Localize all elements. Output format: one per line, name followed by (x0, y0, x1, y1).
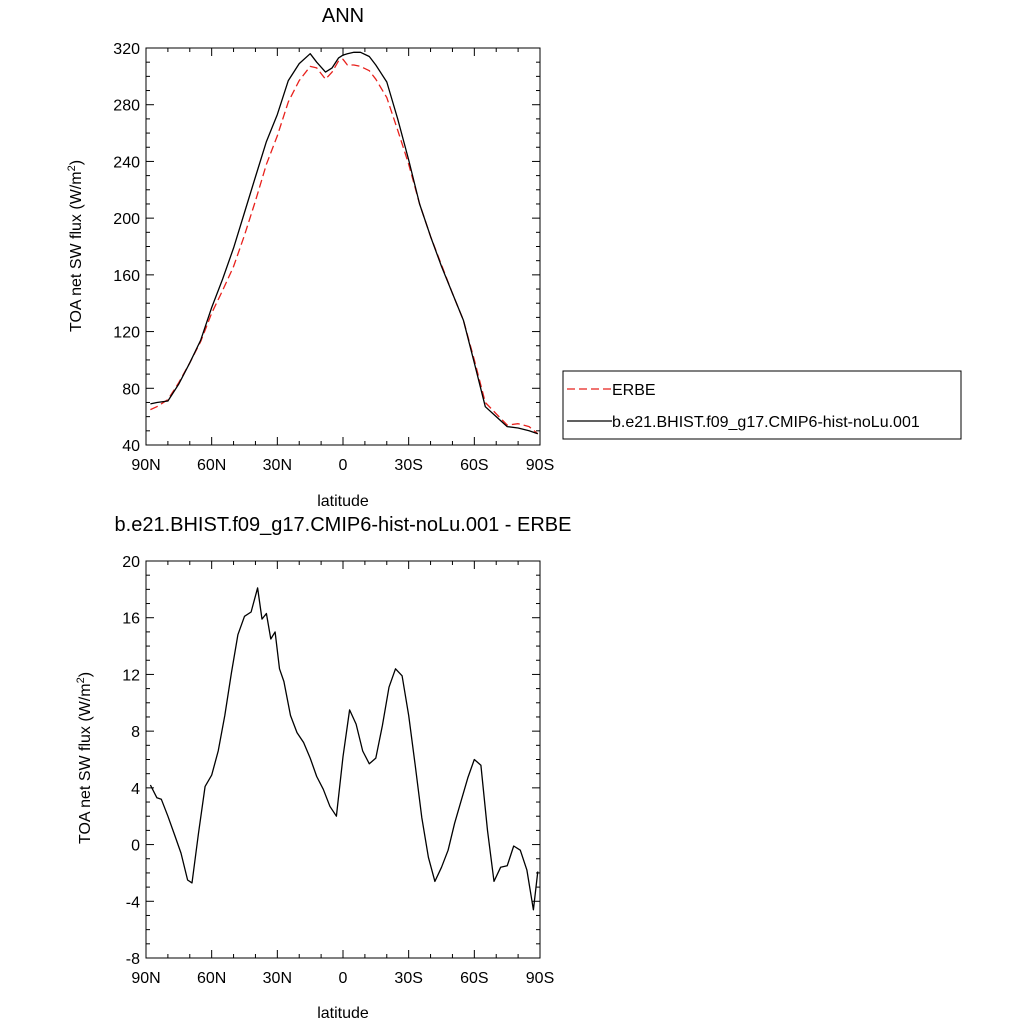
top-y-tick-labels: 40 80 120 160 200 240 280 320 (113, 41, 140, 455)
y-tick-label: 12 (122, 667, 140, 684)
bottom-tick-marks (145, 560, 541, 959)
bottom-y-tick-labels: -8 -4 0 4 8 12 16 20 (122, 554, 140, 968)
y-tick-label: 8 (131, 724, 140, 741)
top-series-line-0 (150, 58, 539, 435)
y-tick-label: 16 (122, 611, 140, 628)
y-tick-label: 160 (113, 268, 140, 285)
x-tick-label: 30N (263, 457, 292, 474)
y-tick-label: 20 (122, 554, 140, 571)
legend-erbe-label: ERBE (612, 382, 656, 399)
x-tick-label: 90N (131, 970, 160, 987)
bottom-y-axis-label: TOA net SW flux (W/m2) (75, 672, 94, 844)
x-tick-label: 30S (394, 970, 422, 987)
top-panel: ANN 90N 60N 30N 0 30S 60S 90S 40 80 120 160 200 240… (66, 5, 554, 510)
legend-box (562, 370, 962, 440)
x-tick-label: 60S (460, 970, 488, 987)
x-tick-label: 0 (339, 457, 348, 474)
bottom-x-tick-labels: 90N 60N 30N 0 30S 60S 90S (131, 970, 554, 987)
bottom-x-axis-label: latitude (317, 1005, 369, 1022)
x-tick-label: 60N (197, 970, 226, 987)
x-tick-label: 30S (394, 457, 422, 474)
top-x-axis-label: latitude (317, 493, 369, 510)
bottom-panel: b.e21.BHIST.f09_g17.CMIP6-hist-noLu.001 … (75, 514, 571, 1022)
legend-model-label: b.e21.BHIST.f09_g17.CMIP6-hist-noLu.001 (612, 414, 920, 431)
y-tick-label: 120 (113, 325, 140, 342)
y-tick-label: 240 (113, 154, 140, 171)
x-tick-label: 90N (131, 457, 160, 474)
bottom-panel-title: b.e21.BHIST.f09_g17.CMIP6-hist-noLu.001 … (115, 514, 572, 536)
top-panel-title: ANN (322, 5, 364, 27)
x-tick-label: 60S (460, 457, 488, 474)
y-tick-label: -8 (126, 951, 140, 968)
top-x-tick-labels: 90N 60N 30N 0 30S 60S 90S (131, 457, 554, 474)
y-tick-label: 4 (131, 781, 140, 798)
top-y-axis-label: TOA net SW flux (W/m2) (66, 160, 85, 332)
y-tick-label: 200 (113, 211, 140, 228)
y-tick-label: 80 (122, 381, 140, 398)
top-series-lines (150, 51, 539, 435)
y-tick-label: 320 (113, 41, 140, 58)
x-tick-label: 60N (197, 457, 226, 474)
bottom-series-lines (149, 587, 539, 911)
y-tick-label: 40 (122, 438, 140, 455)
bottom-series-line-0 (149, 587, 539, 911)
x-tick-label: 90S (526, 457, 554, 474)
y-tick-label: 280 (113, 98, 140, 115)
x-tick-label: 90S (526, 970, 554, 987)
x-tick-label: 30N (263, 970, 292, 987)
legend: ERBE b.e21.BHIST.f09_g17.CMIP6-hist-noLu… (562, 370, 962, 440)
x-tick-label: 0 (339, 970, 348, 987)
top-tick-marks (145, 47, 541, 446)
top-series-line-1 (150, 51, 539, 435)
y-tick-label: -4 (126, 894, 140, 911)
y-tick-label: 0 (131, 838, 140, 855)
